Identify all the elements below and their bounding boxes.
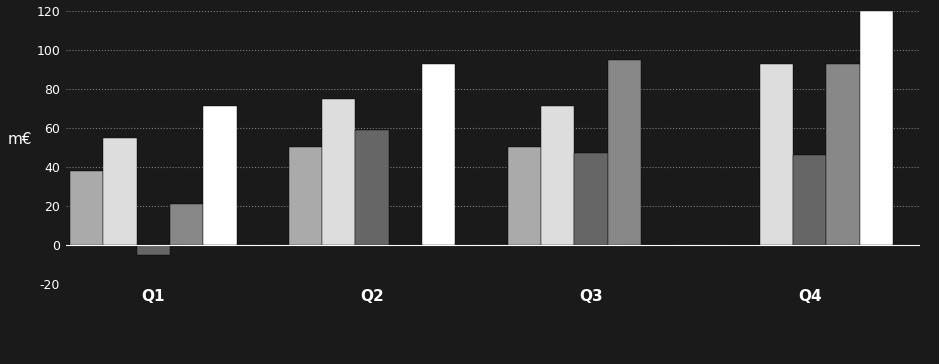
Bar (203, 106, 237, 245)
Bar (541, 106, 575, 245)
Bar (136, 245, 170, 255)
Bar (69, 171, 103, 245)
Bar (288, 147, 322, 245)
Bar (508, 147, 541, 245)
Bar (860, 11, 893, 245)
Bar (356, 130, 389, 245)
Bar (423, 64, 455, 245)
Bar (608, 60, 641, 245)
Bar (760, 64, 793, 245)
Bar (103, 138, 136, 245)
Bar (826, 64, 860, 245)
Bar (322, 99, 356, 245)
Y-axis label: m€: m€ (8, 132, 32, 147)
Bar (170, 204, 203, 245)
Bar (575, 153, 608, 245)
Bar (793, 155, 826, 245)
